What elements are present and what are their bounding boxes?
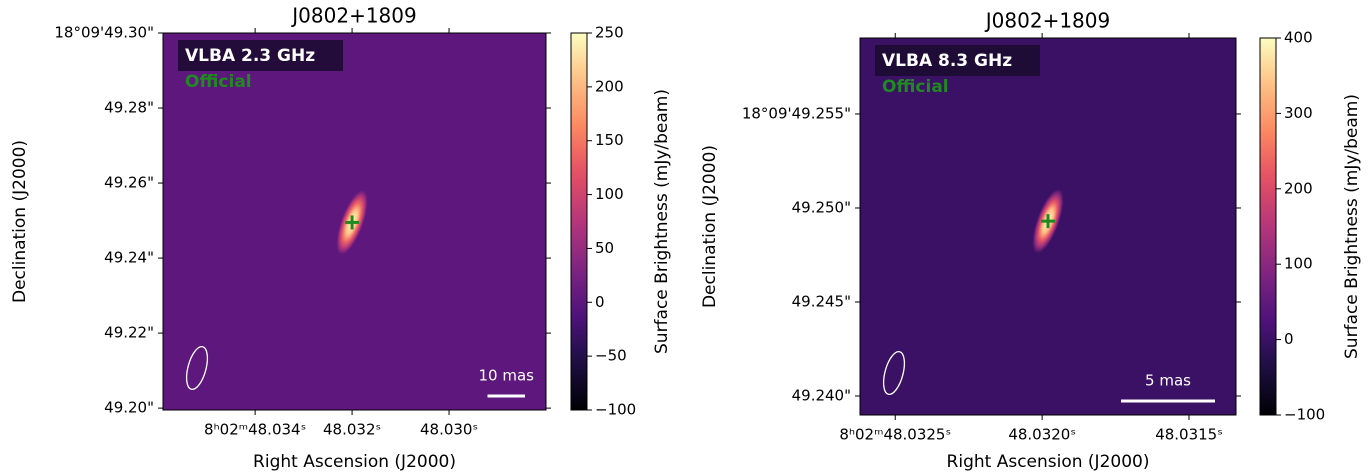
colorbar-tick-label: 0 [1284,330,1294,348]
x-tick-label: 48.032ˢ [323,421,381,439]
y-tick-label: 49.245" [792,292,851,310]
colorbar-label: Surface Brightness (mJy/beam) [1342,94,1362,359]
y-tick-label: 49.240" [792,387,851,405]
x-tick-label: 8ʰ02ᵐ48.0325ˢ [839,426,951,444]
colorbar-tick-label: 200 [595,77,624,95]
chart-title: J0802+1809 [984,9,1110,33]
colorbar-tick-label: −100 [595,401,636,419]
colorbar-tick-label: 150 [595,131,624,149]
y-axis-label: Declination (J2000) [700,145,720,308]
y-tick-label: 49.250" [792,198,851,216]
colorbar-tick-label: 300 [1284,104,1313,122]
colorbar-tick-label: −50 [595,347,627,365]
figure: 10 mas VLBA 2.3 GHz Official J0802+1809 Righ… [0,0,1372,476]
colorbar-tick-label: 400 [1284,29,1313,47]
x-tick-label: 8ʰ02ᵐ48.034ˢ [204,421,306,439]
x-tick-label: 48.0320ˢ [1008,426,1076,444]
scale-bar-label: 10 mas [479,367,535,385]
x-axis-label: Right Ascension (J2000) [253,452,456,472]
colorbar-label: Surface Brightness (mJy/beam) [652,89,672,354]
y-tick-label: 49.22" [104,324,154,342]
colorbar-tick-label: 100 [595,185,624,203]
y-tick-label: 18°09'49.30" [54,24,154,42]
colorbar-tick-label: 50 [595,239,614,257]
y-tick-label: 49.26" [104,174,154,192]
x-tick-label: 48.0315ˢ [1155,426,1223,444]
colorbar-tick-label: 0 [595,293,605,311]
y-tick-label: 18°09'49.255" [742,104,851,122]
tag-text: Official [882,77,949,97]
colorbar-tick-label: −100 [1284,406,1325,424]
colorbar-tick-label: 250 [595,24,624,42]
chart-title: J0802+1809 [290,4,416,28]
x-tick-label: 48.030ˢ [420,421,478,439]
colorbar-tick-label: 200 [1284,179,1313,197]
label-text: VLBA 8.3 GHz [882,51,1012,71]
y-axis-label: Declination (J2000) [10,140,30,303]
colorbar [571,33,587,410]
tag-text: Official [185,72,252,92]
y-tick-label: 49.28" [104,99,154,117]
colorbar-tick-label: 100 [1284,255,1313,273]
y-tick-label: 49.24" [104,249,154,267]
x-axis-label: Right Ascension (J2000) [947,452,1150,472]
colorbar [1260,38,1276,415]
scale-bar-label: 5 mas [1145,372,1191,390]
label-text: VLBA 2.3 GHz [185,46,315,66]
y-tick-label: 49.20" [104,399,154,417]
